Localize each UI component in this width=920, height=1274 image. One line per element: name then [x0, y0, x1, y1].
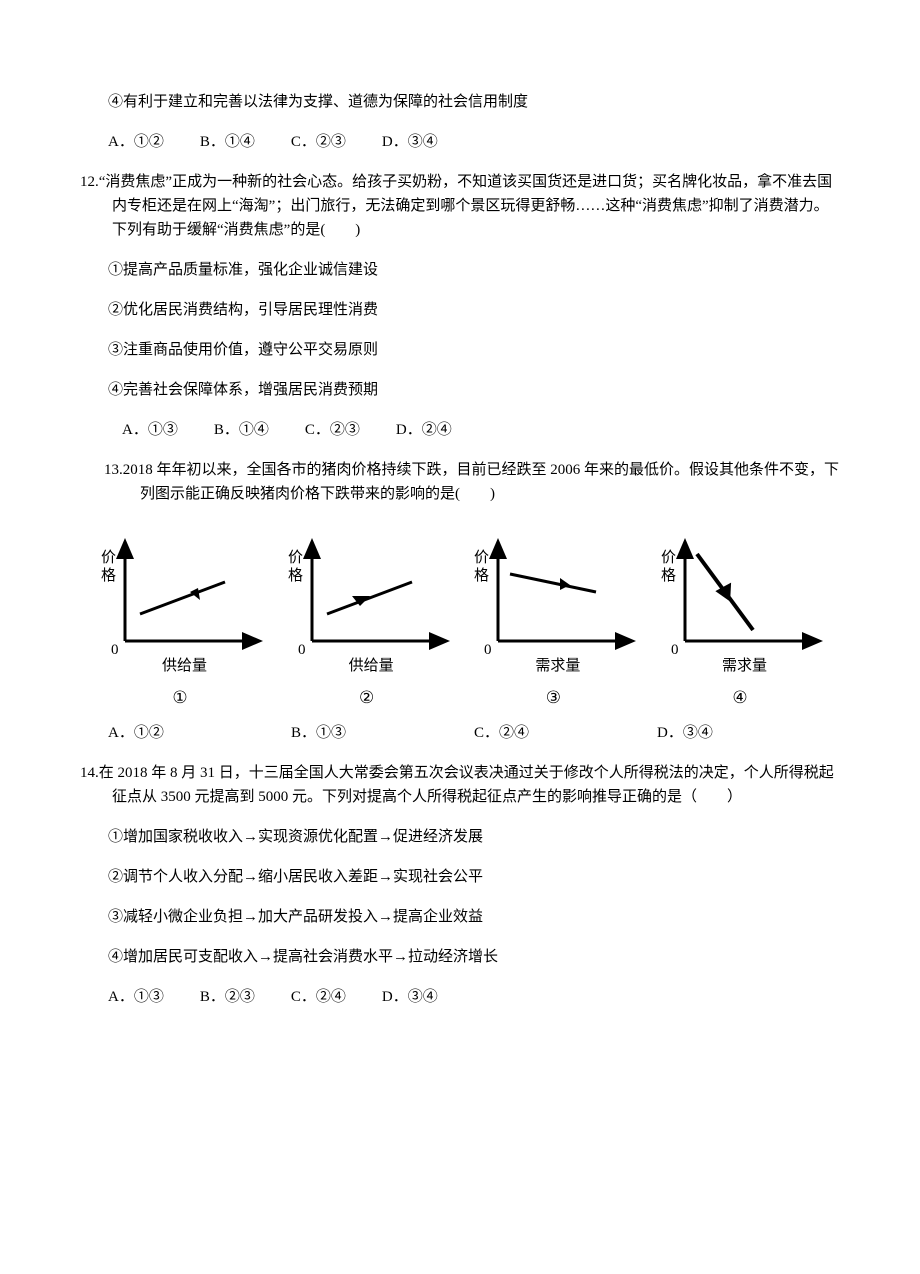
q12-stem: 12.“消费焦虑”正成为一种新的社会心态。给孩子买奶粉，不知道该买国货还是进口货…: [80, 170, 840, 242]
q12-opt-d: D．②④: [396, 418, 452, 442]
chart-1: 价 格 0 供给量 ①: [90, 536, 270, 711]
q12-s3: ③注重商品使用价值，遵守公平交易原则: [80, 338, 840, 362]
q14-opt-a: A．①③: [108, 985, 164, 1009]
q14-opt-c: C．②④: [291, 985, 346, 1009]
q11-stmt4: ④有利于建立和完善以法律为支撑、道德为保障的社会信用制度: [80, 90, 840, 114]
chart-3: 价 格 0 需求量 ③: [463, 536, 643, 711]
chart-2-xlabel: 供给量: [277, 654, 457, 678]
chart-2-origin: 0: [298, 642, 306, 656]
chart-3-num: ③: [463, 684, 643, 711]
chart-2: 价 格 0 供给量 ②: [277, 536, 457, 711]
q14-s3: ③减轻小微企业负担→加大产品研发投入→提高企业效益: [80, 905, 840, 929]
chart-3-origin: 0: [484, 642, 492, 656]
chart-3-svg: 价 格 0: [468, 536, 638, 656]
chart-4-svg: 价 格 0: [655, 536, 825, 656]
q12-opt-b: B．①④: [214, 418, 269, 442]
q14-opt-d: D．③④: [382, 985, 438, 1009]
chart-1-ylabel-1: 价: [101, 550, 116, 566]
q11-opt-d: D．③④: [382, 130, 438, 154]
chart-1-xlabel: 供给量: [90, 654, 270, 678]
chart-2-svg: 价 格 0: [282, 536, 452, 656]
q12-s2: ②优化居民消费结构，引导居民理性消费: [80, 298, 840, 322]
chart-4-ylabel-1: 价: [661, 550, 676, 566]
chart-4-origin: 0: [671, 642, 679, 656]
chart-4-ylabel-2: 格: [661, 567, 676, 584]
q12-s4: ④完善社会保障体系，增强居民消费预期: [80, 378, 840, 402]
q11-opt-a: A．①②: [108, 130, 164, 154]
chart-1-svg: 价 格 0: [95, 536, 265, 656]
q13-charts: 价 格 0 供给量 ① 价 格 0 供给量 ② 价 格 0: [80, 536, 840, 711]
q14-s4: ④增加居民可支配收入→提高社会消费水平→拉动经济增长: [80, 945, 840, 969]
q11-opt-c: C．②③: [291, 130, 346, 154]
q12-s1: ①提高产品质量标准，强化企业诚信建设: [80, 258, 840, 282]
chart-3-ylabel-1: 价: [474, 550, 489, 566]
chart-3-xlabel: 需求量: [463, 654, 643, 678]
q13-options: A．①② B．①③ C．②④ D．③④: [80, 721, 840, 745]
q13-opt-c: C．②④: [474, 721, 657, 745]
q12-options: A．①③ B．①④ C．②③ D．②④: [80, 418, 840, 442]
chart-1-ylabel-2: 格: [101, 567, 116, 584]
q13-opt-a: A．①②: [108, 721, 291, 745]
chart-2-num: ②: [277, 684, 457, 711]
q12-opt-c: C．②③: [305, 418, 360, 442]
chart-1-origin: 0: [111, 642, 119, 656]
q13-opt-b: B．①③: [291, 721, 474, 745]
q14-options: A．①③ B．②③ C．②④ D．③④: [80, 985, 840, 1009]
q12-opt-a: A．①③: [122, 418, 178, 442]
q11-options: A．①② B．①④ C．②③ D．③④: [80, 130, 840, 154]
chart-1-num: ①: [90, 684, 270, 711]
q11-opt-b: B．①④: [200, 130, 255, 154]
q14-stem: 14.在 2018 年 8 月 31 日，十三届全国人大常委会第五次会议表决通过…: [80, 761, 840, 809]
q14-s1: ①增加国家税收收入→实现资源优化配置→促进经济发展: [80, 825, 840, 849]
chart-4-xlabel: 需求量: [650, 654, 830, 678]
chart-2-ylabel-2: 格: [288, 567, 303, 584]
chart-4-num: ④: [650, 684, 830, 711]
q13-stem: 13.2018 年年初以来，全国各市的猪肉价格持续下跌，目前已经跌至 2006 …: [80, 458, 840, 506]
q14-s2: ②调节个人收入分配→缩小居民收入差距→实现社会公平: [80, 865, 840, 889]
q14-opt-b: B．②③: [200, 985, 255, 1009]
chart-3-ylabel-2: 格: [474, 567, 489, 584]
chart-4: 价 格 0 需求量 ④: [650, 536, 830, 711]
q13-opt-d: D．③④: [657, 721, 840, 745]
chart-2-ylabel-1: 价: [288, 550, 303, 566]
